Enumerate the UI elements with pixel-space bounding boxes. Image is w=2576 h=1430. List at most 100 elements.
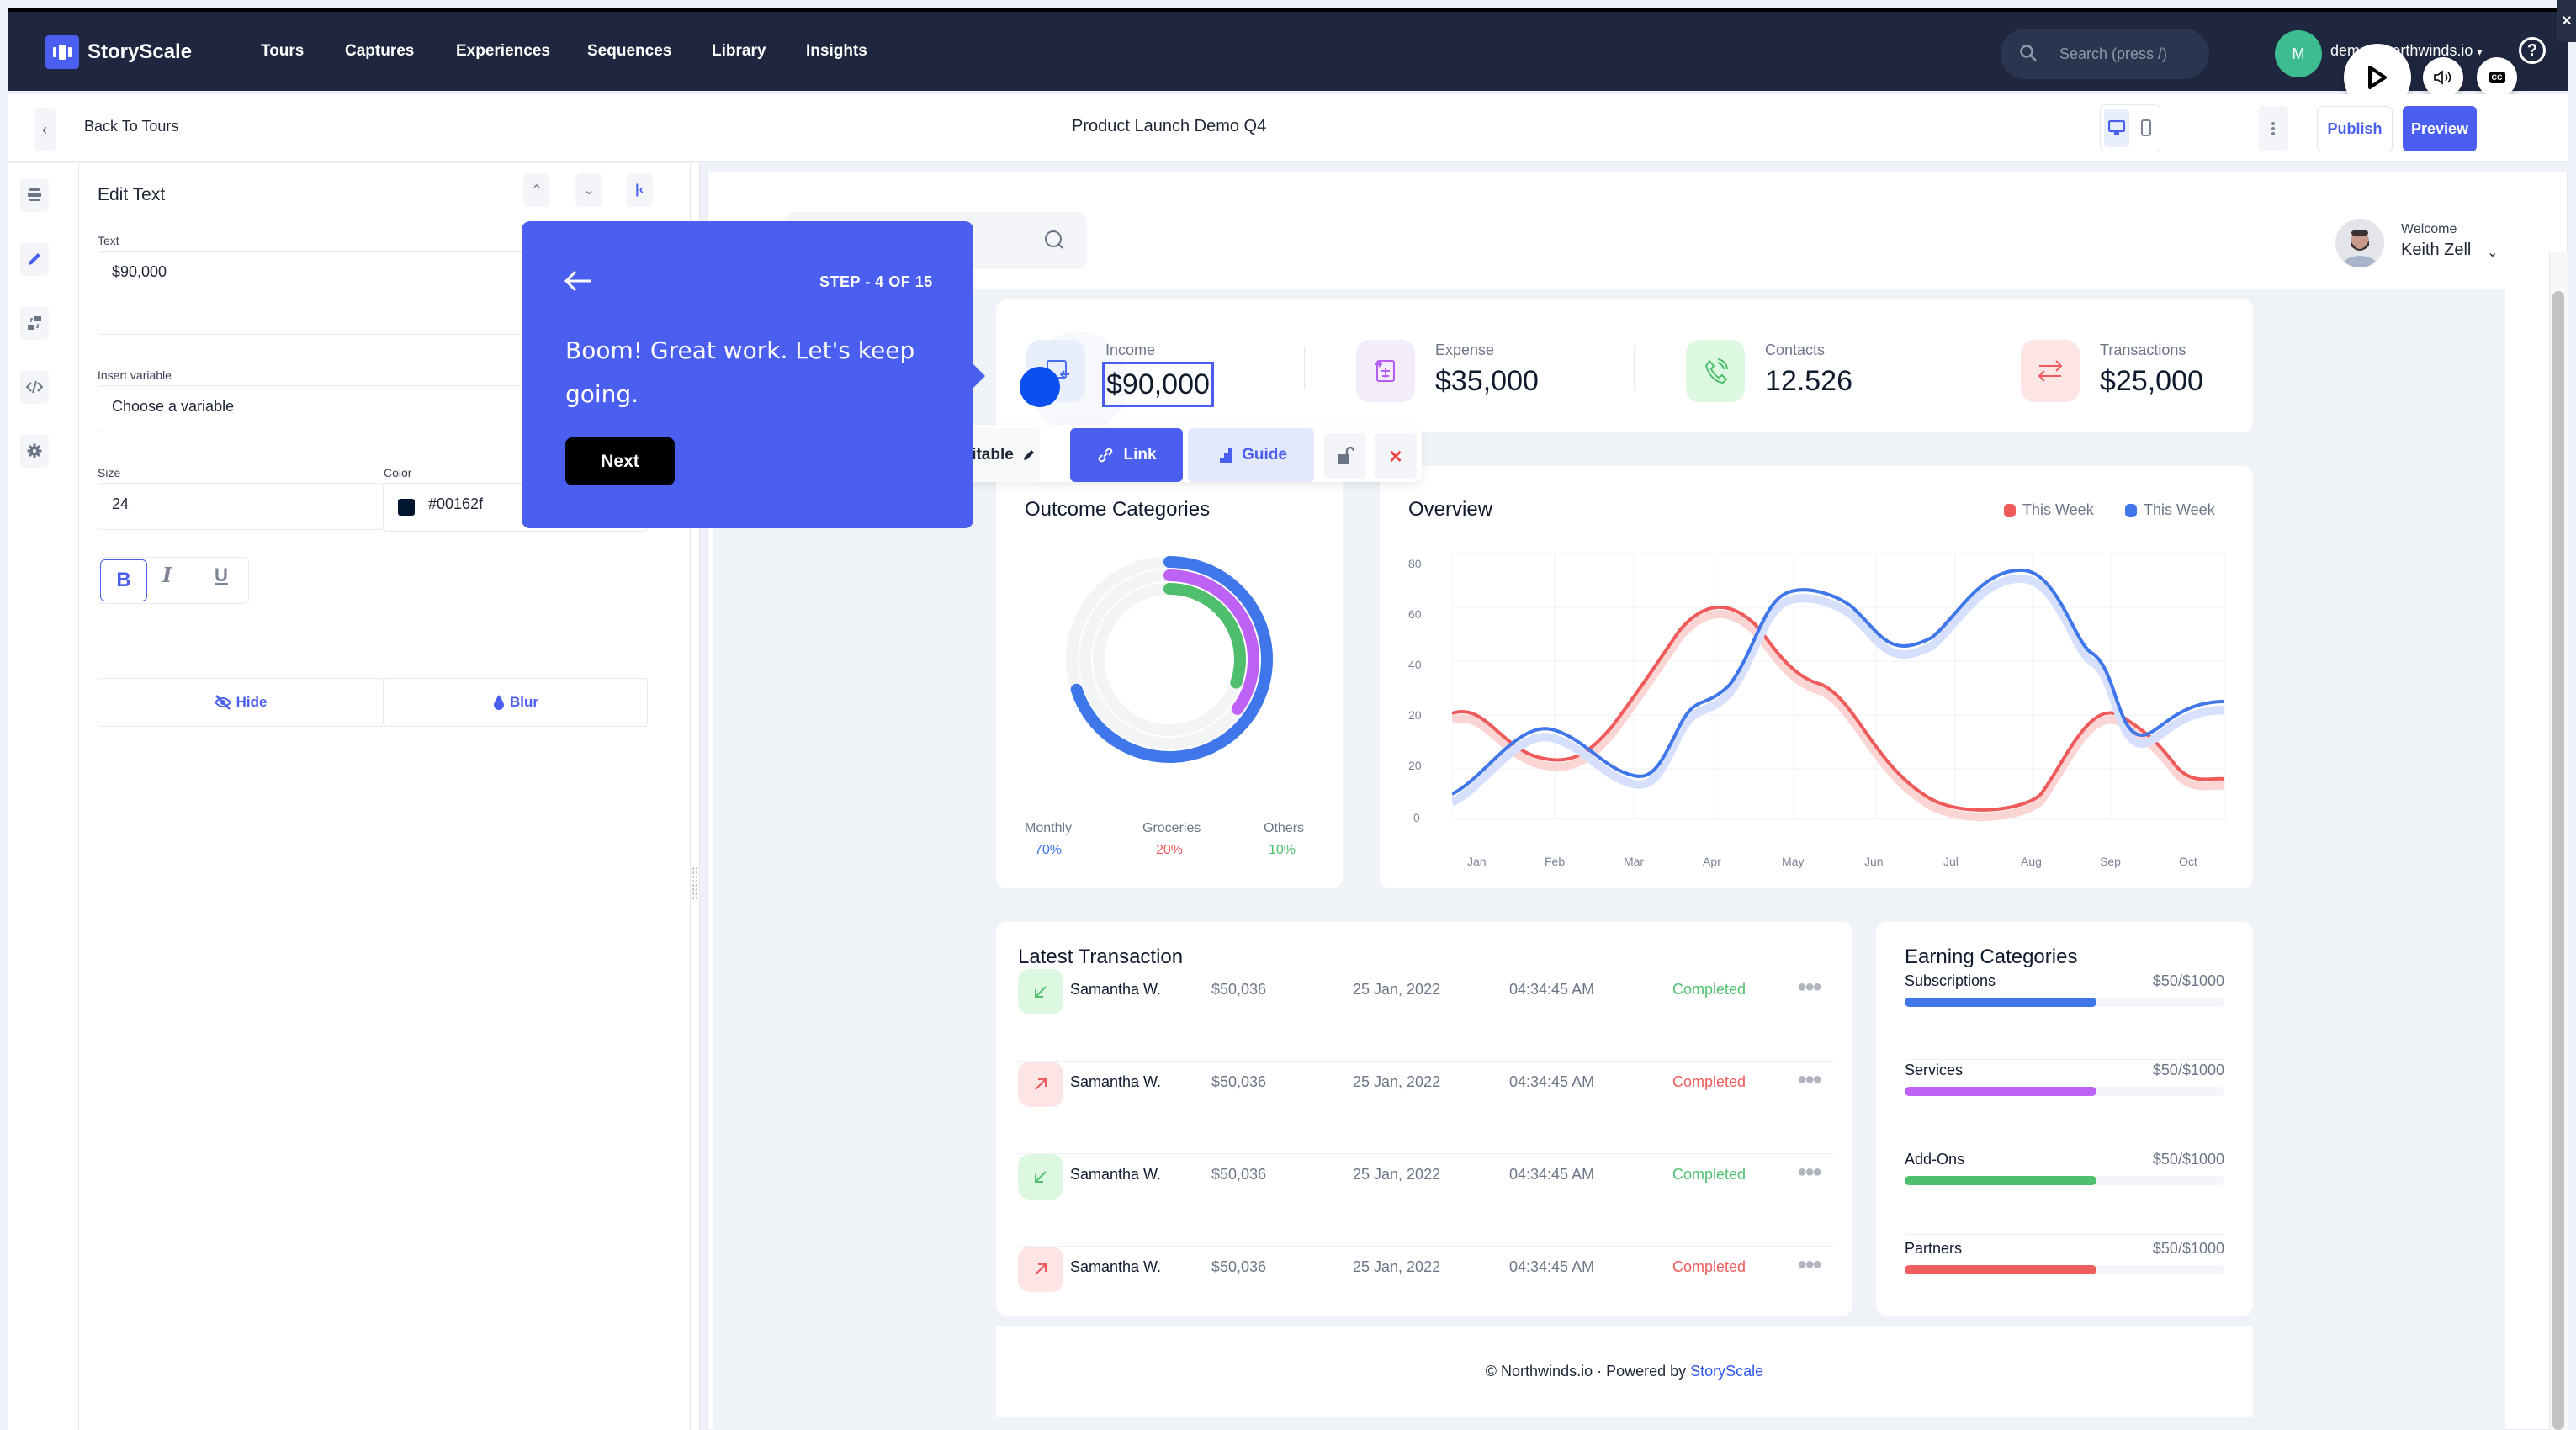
income-value-selected[interactable]: $90,000 (1102, 362, 1214, 407)
transaction-row[interactable]: Samantha W. $50,036 25 Jan, 2022 04:34:4… (1018, 969, 1834, 1062)
contacts-value: 12.526 (1765, 365, 1852, 397)
editable-label: itable (972, 446, 1014, 463)
x-tick: Oct (2179, 855, 2197, 868)
publish-button[interactable]: Publish (2317, 106, 2393, 151)
user-name[interactable]: Keith Zell (2401, 241, 2472, 259)
rail-swap-button[interactable] (20, 306, 49, 340)
tx-date: 25 Jan, 2022 (1353, 1073, 1441, 1090)
user-avatar[interactable]: M (2275, 30, 2322, 77)
footer-brand-link[interactable]: StoryScale (1690, 1362, 1764, 1380)
tooltip-message: Boom! Great work. Let's keep going. (565, 336, 915, 408)
blur-button[interactable]: Blur (384, 678, 648, 727)
scrollbar-thumb[interactable] (2552, 291, 2564, 1430)
transaction-row[interactable]: Samantha W. $50,036 25 Jan, 2022 04:34:4… (1018, 1247, 1834, 1339)
expense-icon (1356, 340, 1415, 402)
earning-label: Add-Ons (1905, 1151, 1965, 1168)
row-more-icon[interactable]: ●●● (1797, 1070, 1822, 1088)
captions-button[interactable]: CC (2477, 57, 2517, 98)
nav-experiences[interactable]: Experiences (456, 42, 550, 60)
editable-toggle-button[interactable]: itable (967, 428, 1040, 482)
legend-others-label: Others (1264, 821, 1305, 835)
rail-settings-button[interactable] (20, 434, 49, 468)
row-more-icon[interactable]: ●●● (1797, 1255, 1822, 1274)
x-tick: Mar (1624, 855, 1645, 868)
earning-item: Add-Ons $50/$1000 (1905, 1147, 2224, 1235)
link-button[interactable]: Link (1070, 428, 1183, 482)
brand-name[interactable]: StoryScale (87, 40, 193, 63)
tool-rail (8, 163, 79, 1430)
step-counter: STEP - 4 OF 15 (819, 273, 933, 290)
progress-track (1905, 1176, 2224, 1185)
contacts-icon (1686, 340, 1745, 402)
size-label: Size (98, 466, 121, 479)
collapse-panel-button[interactable]: |‹ (626, 173, 653, 207)
tx-amount: $50,036 (1211, 981, 1267, 998)
x-tick: Jul (1943, 855, 1959, 868)
earning-value: $50/$1000 (2152, 1151, 2224, 1168)
income-label: Income (1105, 342, 1156, 358)
delete-element-button[interactable]: × (1375, 433, 1417, 479)
nav-insights[interactable]: Insights (806, 42, 867, 60)
chevron-down-icon[interactable]: ⌄ (2487, 246, 2499, 260)
tx-status: Completed (1672, 1166, 1746, 1183)
hide-button[interactable]: Hide (98, 678, 384, 727)
global-search-input[interactable]: Search (press /) (2001, 29, 2209, 79)
desktop-view-button[interactable] (2104, 109, 2129, 147)
size-input[interactable]: 24 (98, 483, 384, 530)
transactions-label: Transactions (2100, 342, 2186, 358)
legend-groceries-label: Groceries (1142, 821, 1201, 835)
close-overlay-button[interactable]: × (2557, 0, 2576, 42)
next-step-button[interactable]: Next (565, 437, 675, 485)
row-more-icon[interactable]: ●●● (1797, 1163, 1822, 1181)
guide-label: Guide (1242, 446, 1287, 463)
outgoing-arrow-icon (1018, 1247, 1063, 1292)
transactions-icon (2021, 340, 2080, 402)
nav-library[interactable]: Library (712, 42, 766, 60)
earning-value: $50/$1000 (2152, 1062, 2224, 1078)
guide-button[interactable]: Guide (1188, 428, 1314, 482)
transaction-row[interactable]: Samantha W. $50,036 25 Jan, 2022 04:34:4… (1018, 1154, 1834, 1247)
arrow-left-icon[interactable] (564, 268, 592, 294)
nav-captures[interactable]: Captures (345, 42, 415, 60)
hotspot-beacon[interactable] (1020, 367, 1060, 407)
lock-toggle-button[interactable] (1324, 433, 1366, 479)
move-up-button[interactable]: ⌃ (523, 173, 550, 207)
progress-fill (1905, 1087, 2096, 1096)
storyscale-logo-icon[interactable] (45, 35, 79, 69)
link-label: Link (1123, 446, 1157, 463)
device-toggle (2100, 104, 2160, 151)
back-to-tours-link[interactable]: Back To Tours (84, 118, 179, 135)
outcome-categories-card: Outcome Categories Monthly 70% Groceries… (996, 466, 1343, 888)
y-tick: 20 (1408, 708, 1422, 722)
tx-name: Samantha W. (1070, 1258, 1162, 1275)
tx-name: Samantha W. (1070, 1073, 1162, 1090)
legend-groceries-value: 20% (1156, 843, 1184, 857)
row-more-icon[interactable]: ●●● (1797, 977, 1822, 996)
incoming-arrow-icon (1018, 1154, 1063, 1200)
eye-slash-icon (214, 695, 231, 710)
tour-step-tooltip: STEP - 4 OF 15 Boom! Great work. Let's k… (522, 221, 985, 528)
profile-avatar[interactable] (2335, 219, 2384, 267)
rail-code-button[interactable] (20, 370, 49, 404)
move-down-button[interactable]: ⌄ (575, 173, 602, 207)
earning-value: $50/$1000 (2152, 972, 2224, 989)
preview-button[interactable]: Preview (2403, 106, 2477, 151)
nav-sequences[interactable]: Sequences (587, 42, 672, 60)
rail-layers-button[interactable] (20, 178, 49, 212)
bold-button[interactable]: B (100, 559, 147, 601)
back-button[interactable]: ‹ (34, 108, 56, 151)
expense-value: $35,000 (1435, 365, 1539, 397)
nav-tours[interactable]: Tours (261, 42, 305, 60)
underline-button[interactable]: U (215, 564, 228, 585)
y-tick: 80 (1408, 557, 1422, 570)
footer-copyright: © Northwinds.io · Powered by (1485, 1362, 1691, 1380)
mobile-view-button[interactable] (2134, 109, 2158, 147)
element-action-toolbar: itable Link Guide × (967, 425, 1422, 482)
transaction-row[interactable]: Samantha W. $50,036 25 Jan, 2022 04:34:4… (1018, 1062, 1834, 1154)
italic-button[interactable]: I (162, 563, 172, 587)
welcome-label: Welcome (2401, 222, 2457, 236)
rail-edit-button[interactable] (20, 242, 49, 276)
help-icon[interactable]: ? (2519, 37, 2546, 64)
more-options-button[interactable] (2258, 106, 2288, 151)
volume-button[interactable] (2423, 57, 2463, 98)
